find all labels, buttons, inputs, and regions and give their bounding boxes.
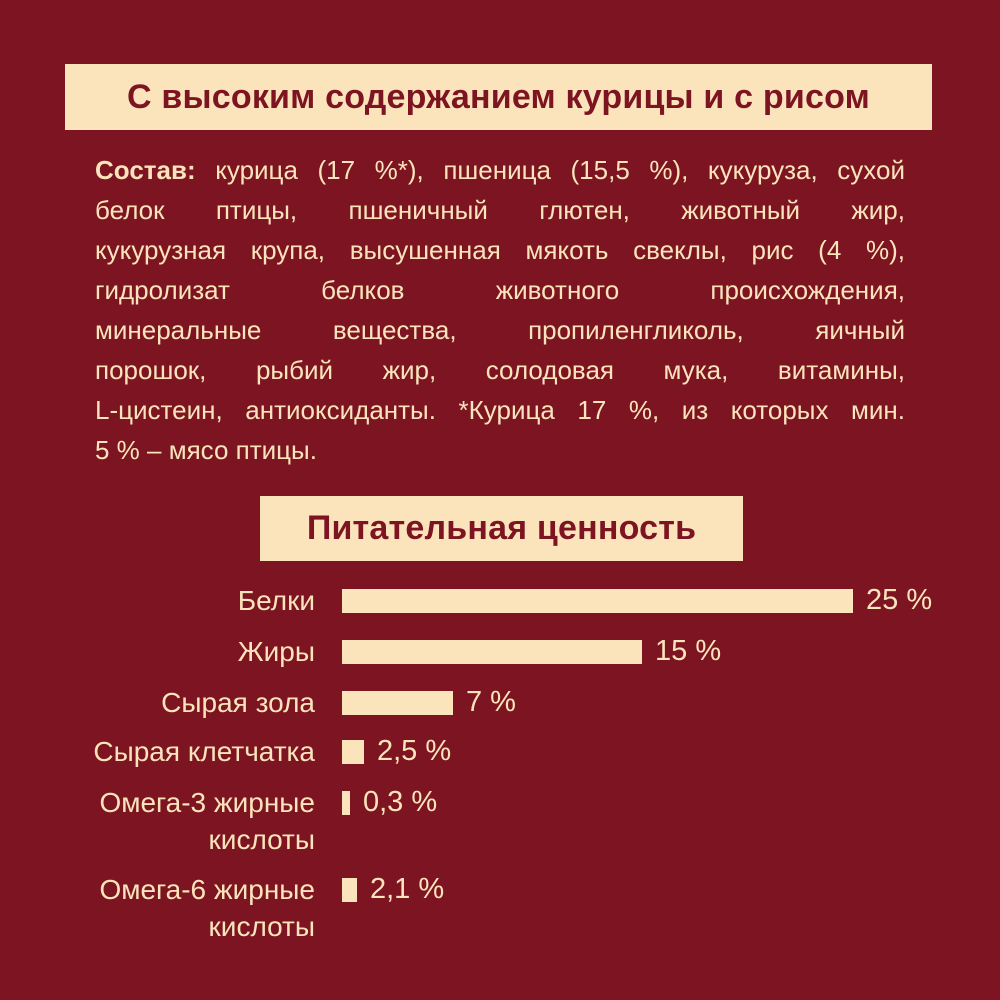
chart-row-label: Жиры	[237, 636, 315, 667]
bar-value: 7 %	[466, 686, 516, 718]
chart-row-omega3: Омега-3 жирные кислоты 0,3 %	[70, 784, 960, 858]
chart-row-omega6: Омега-6 жирные кислоты 2,1 %	[70, 871, 960, 945]
header-title: С высоким содержанием курицы и с рисом	[127, 77, 870, 116]
chart-row-fats: Жиры 15 %	[70, 633, 960, 670]
composition-line: 5 % – мясо птицы.	[95, 435, 317, 465]
chart-row-label: Сырая клетчатка	[93, 736, 315, 767]
bar-crude-ash	[342, 690, 453, 715]
composition-line: гидролизат белков животного происхождени…	[95, 275, 905, 305]
bar-value: 25 %	[866, 584, 933, 616]
bar-value: 2,5 %	[377, 735, 452, 767]
bar-value: 15 %	[655, 635, 722, 667]
bar-group: 2,5 %	[342, 733, 451, 770]
bar-group: 15 %	[342, 633, 721, 670]
composition-line: кукурузная крупа, высушенная мякоть свек…	[95, 235, 905, 265]
nutrition-title: Питательная ценность	[306, 509, 697, 547]
bar-fats	[342, 639, 642, 664]
bar-omega6	[342, 877, 357, 902]
header-banner: С высоким содержанием курицы и с рисом	[65, 64, 932, 130]
chart-row-crude-fiber: Сырая клетчатка 2,5 %	[70, 733, 960, 770]
chart-row-label: Белки	[237, 585, 315, 616]
bar-proteins	[342, 588, 853, 613]
composition-line: Состав: курица (17 %*), пшеница (15,5 %)…	[95, 150, 905, 190]
chart-row-proteins: Белки 25 %	[70, 582, 960, 619]
bar-group: 25 %	[342, 582, 932, 619]
chart-row-label: Омега-6 жирные кислоты	[99, 874, 315, 942]
bar-crude-fiber	[342, 739, 364, 764]
chart-row-label: Омега-3 жирные кислоты	[99, 787, 315, 855]
composition-line: минеральные вещества, пропиленгликоль, я…	[95, 315, 905, 345]
bar-group: 7 %	[342, 684, 516, 721]
composition-line: белок птицы, пшеничный глютен, животный …	[95, 195, 905, 225]
nutrition-banner: Питательная ценность	[260, 496, 743, 561]
bar-group: 2,1 %	[342, 871, 444, 908]
bar-value: 0,3 %	[363, 786, 438, 818]
chart-row-crude-ash: Сырая зола 7 %	[70, 684, 960, 721]
chart-row-label: Сырая зола	[161, 687, 315, 718]
bar-group: 0,3 %	[342, 784, 437, 821]
composition-line: L-цистеин, антиоксиданты. *Курица 17 %, …	[95, 395, 905, 425]
composition-text: Состав: курица (17 %*), пшеница (15,5 %)…	[95, 150, 905, 470]
composition-line: порошок, рыбий жир, солодовая мука, вита…	[95, 355, 905, 385]
bar-value: 2,1 %	[370, 873, 445, 905]
composition-line1-rest: курица (17 %*), пшеница (15,5 %), кукуру…	[215, 155, 905, 185]
bar-omega3	[342, 790, 350, 815]
composition-label: Состав:	[95, 155, 196, 185]
